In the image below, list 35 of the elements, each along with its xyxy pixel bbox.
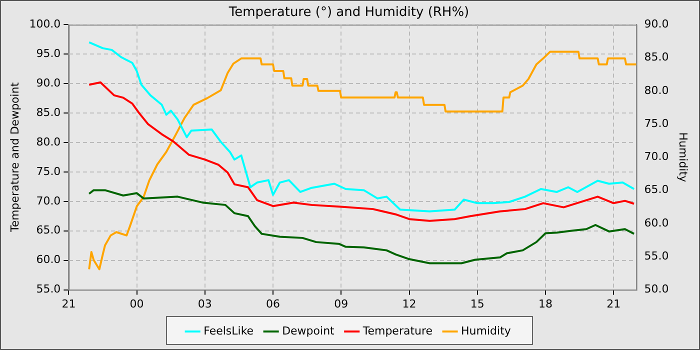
y2-tick-label: 60.0 <box>644 216 669 230</box>
y2-tick-label: 75.0 <box>644 116 669 130</box>
y-tick-label: 80.0 <box>36 135 61 148</box>
y-tick-label: 60.0 <box>36 253 61 266</box>
y-tick-label: 100.0 <box>29 17 61 30</box>
x-tick-label: 21 <box>62 297 76 310</box>
y-tick-label: 85.0 <box>36 106 61 119</box>
x-tick-label: 00 <box>130 297 144 310</box>
x-tick-label: 03 <box>198 297 212 310</box>
x-tick-label: 12 <box>402 297 416 310</box>
y-axis-title: Temperature and Dewpoint <box>8 82 22 234</box>
y2-tick-label: 85.0 <box>644 50 669 64</box>
y2-tick-label: 65.0 <box>644 183 669 196</box>
y2-axis-title: Humidity <box>676 132 690 183</box>
legend-label: Humidity <box>461 324 512 338</box>
y-tick-label: 70.0 <box>36 194 61 208</box>
y-tick-label: 95.0 <box>36 46 61 60</box>
legend-label: FeelsLike <box>204 324 254 338</box>
x-tick-label: 09 <box>334 297 348 310</box>
y2-tick-label: 80.0 <box>644 84 669 97</box>
x-tick-label: 06 <box>266 297 280 310</box>
chart-title: Temperature (°) and Humidity (RH%) <box>228 5 470 20</box>
legend-label: Dewpoint <box>282 324 336 338</box>
legend-label: Temperature <box>362 324 433 338</box>
y2-tick-label: 90.0 <box>644 17 669 30</box>
y-tick-label: 65.0 <box>36 224 61 237</box>
y2-tick-label: 55.0 <box>644 250 669 263</box>
x-tick-label: 15 <box>470 297 484 310</box>
x-tick-label: 18 <box>538 297 552 310</box>
x-tick-label: 21 <box>606 297 621 310</box>
y-tick-label: 55.0 <box>36 282 61 296</box>
y2-tick-label: 70.0 <box>644 150 669 164</box>
y-tick-label: 90.0 <box>36 76 61 90</box>
y-tick-label: 75.0 <box>36 164 61 178</box>
y2-tick-label: 50.0 <box>644 282 669 296</box>
